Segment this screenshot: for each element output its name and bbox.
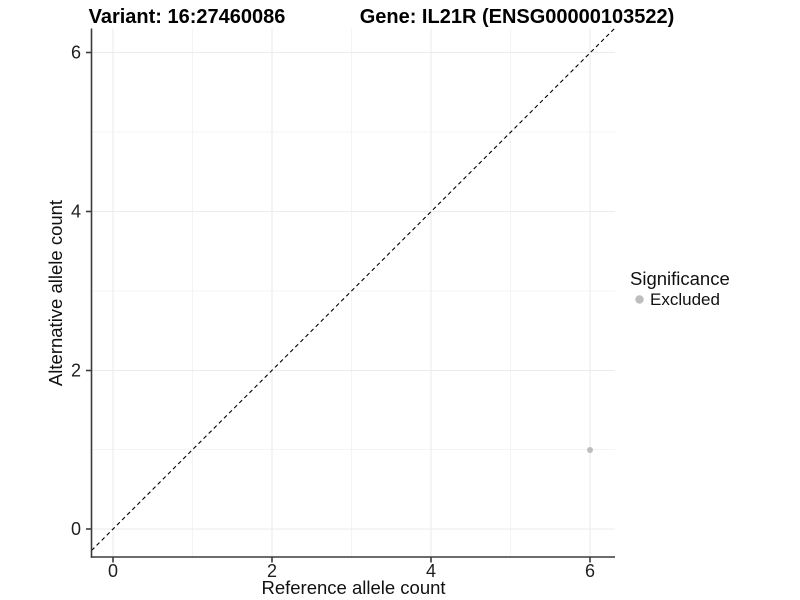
data-point-excluded <box>587 447 593 453</box>
legend-item-excluded-label: Excluded <box>650 290 720 309</box>
x-axis-title: Reference allele count <box>261 577 445 598</box>
y-axis-tick-labels: 0 2 4 6 <box>71 43 81 540</box>
x-axis-tick-labels: 0 2 4 6 <box>108 561 595 581</box>
legend-title: Significance <box>630 268 730 289</box>
x-tick-label-6: 6 <box>585 561 595 581</box>
identity-reference-line <box>91 28 615 551</box>
y-axis-ticks <box>86 51 92 530</box>
y-tick-label-6: 6 <box>71 43 81 63</box>
x-tick-label-2: 2 <box>267 561 277 581</box>
legend: Significance Excluded <box>630 268 730 309</box>
y-tick-label-2: 2 <box>71 361 81 381</box>
gene-title: Gene: IL21R (ENSG00000103522) <box>360 6 675 28</box>
x-tick-label-0: 0 <box>108 561 118 581</box>
grid-major-lines <box>91 28 615 557</box>
variant-title: Variant: 16:27460086 <box>89 6 286 28</box>
grid-minor-lines <box>91 28 615 557</box>
plot-panel <box>91 28 615 557</box>
y-axis-title: Alternative allele count <box>45 200 66 386</box>
y-tick-label-4: 4 <box>71 202 81 222</box>
x-axis-ticks <box>112 557 591 563</box>
y-tick-label-0: 0 <box>71 519 81 539</box>
legend-point-icon <box>635 295 644 304</box>
x-tick-label-4: 4 <box>426 561 436 581</box>
